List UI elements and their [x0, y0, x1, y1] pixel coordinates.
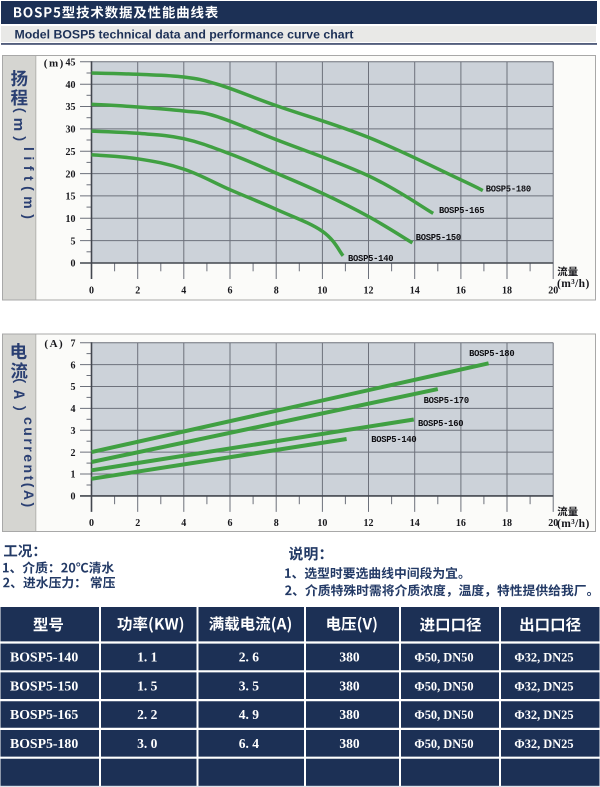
- svg-text:BOSP5-165: BOSP5-165: [439, 206, 484, 216]
- svg-text:(A): (A): [44, 338, 64, 350]
- svg-text:380: 380: [339, 736, 360, 751]
- svg-text:BOSP5-170: BOSP5-170: [424, 396, 469, 406]
- svg-text:16: 16: [456, 518, 466, 529]
- svg-text:BOSP5-160: BOSP5-160: [418, 419, 463, 429]
- svg-text:BOSP5-150: BOSP5-150: [416, 233, 461, 243]
- svg-text:6. 4: 6. 4: [239, 736, 260, 751]
- svg-text:6: 6: [228, 285, 233, 296]
- svg-text:380: 380: [339, 678, 360, 693]
- svg-text:BOSP5-140: BOSP5-140: [371, 435, 416, 445]
- svg-text:Φ32, DN25: Φ32, DN25: [514, 737, 573, 751]
- svg-text:3: 3: [71, 426, 76, 437]
- svg-text:4. 9: 4. 9: [239, 707, 260, 722]
- svg-text:0: 0: [89, 285, 94, 296]
- svg-text:4: 4: [181, 518, 186, 529]
- svg-text:20: 20: [548, 285, 558, 296]
- svg-text:BOSP5-150: BOSP5-150: [10, 678, 78, 693]
- svg-text:2: 2: [135, 285, 140, 296]
- svg-text:Model BOSP5 technical data and: Model BOSP5 technical data and performan…: [15, 28, 354, 42]
- svg-text:18: 18: [502, 518, 512, 529]
- svg-text:BOSP5-140: BOSP5-140: [348, 254, 393, 264]
- svg-text:current(A): current(A): [21, 417, 37, 510]
- svg-text:lift(m): lift(m): [21, 147, 37, 224]
- svg-text:2. 2: 2. 2: [137, 707, 158, 722]
- svg-text:(m³/h): (m³/h): [557, 278, 590, 290]
- svg-text:4: 4: [71, 404, 76, 415]
- svg-text:14: 14: [410, 518, 420, 529]
- svg-text:0: 0: [89, 518, 94, 529]
- svg-text:40: 40: [66, 80, 76, 91]
- svg-text:15: 15: [66, 192, 76, 203]
- svg-text:0: 0: [71, 259, 76, 270]
- svg-text:3. 5: 3. 5: [239, 678, 260, 693]
- svg-text:380: 380: [339, 707, 360, 722]
- svg-text:12: 12: [364, 285, 374, 296]
- svg-text:10: 10: [66, 214, 76, 225]
- svg-text:Φ32, DN25: Φ32, DN25: [514, 651, 573, 665]
- svg-text:12: 12: [364, 518, 374, 529]
- svg-text:2. 6: 2. 6: [239, 650, 260, 665]
- svg-text:5: 5: [71, 236, 76, 247]
- svg-text:20: 20: [66, 169, 76, 180]
- svg-text:Φ50, DN50: Φ50, DN50: [414, 737, 473, 751]
- svg-text:3. 0: 3. 0: [137, 736, 158, 751]
- svg-text:(m³/h): (m³/h): [557, 518, 590, 530]
- svg-text:(m): (m): [44, 57, 65, 69]
- svg-text:Φ50, DN50: Φ50, DN50: [414, 679, 473, 693]
- svg-text:BOSP5-140: BOSP5-140: [10, 650, 78, 665]
- svg-text:6: 6: [71, 360, 76, 371]
- svg-text:16: 16: [456, 285, 466, 296]
- svg-text:10: 10: [317, 518, 327, 529]
- svg-text:Φ50, DN50: Φ50, DN50: [414, 708, 473, 722]
- svg-text:25: 25: [66, 147, 76, 158]
- svg-text:18: 18: [502, 285, 512, 296]
- svg-text:Φ50, DN50: Φ50, DN50: [414, 651, 473, 665]
- svg-text:45: 45: [66, 58, 76, 69]
- svg-text:1. 5: 1. 5: [137, 678, 158, 693]
- svg-text:2: 2: [71, 448, 76, 459]
- svg-text:8: 8: [274, 518, 279, 529]
- svg-text:BOSP5-180: BOSP5-180: [10, 736, 78, 751]
- svg-text:Φ32, DN25: Φ32, DN25: [514, 708, 573, 722]
- svg-text:10: 10: [317, 285, 327, 296]
- svg-text:7: 7: [71, 338, 76, 349]
- svg-text:8: 8: [274, 285, 279, 296]
- svg-text:Φ32, DN25: Φ32, DN25: [514, 679, 573, 693]
- svg-text:2: 2: [135, 518, 140, 529]
- svg-text:BOSP5-165: BOSP5-165: [10, 707, 78, 722]
- svg-text:1: 1: [71, 470, 76, 481]
- svg-text:BOSP5-180: BOSP5-180: [469, 349, 514, 359]
- svg-text:35: 35: [66, 102, 76, 113]
- svg-text:1. 1: 1. 1: [137, 650, 158, 665]
- svg-text:30: 30: [66, 125, 76, 136]
- svg-text:5: 5: [71, 382, 76, 393]
- svg-text:380: 380: [339, 650, 360, 665]
- svg-text:4: 4: [181, 285, 186, 296]
- svg-text:20: 20: [548, 518, 558, 529]
- svg-text:BOSP5-180: BOSP5-180: [486, 185, 531, 195]
- svg-text:6: 6: [228, 518, 233, 529]
- svg-text:14: 14: [410, 285, 420, 296]
- svg-text:0: 0: [71, 492, 76, 503]
